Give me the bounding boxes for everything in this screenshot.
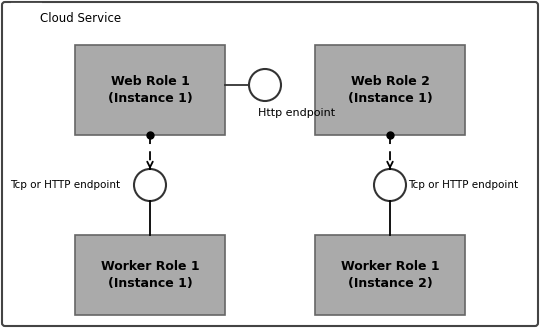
Text: Worker Role 1
(Instance 1): Worker Role 1 (Instance 1) <box>101 260 199 290</box>
Circle shape <box>134 169 166 201</box>
Bar <box>75 45 225 135</box>
Text: Web Role 2
(Instance 1): Web Role 2 (Instance 1) <box>348 75 432 105</box>
Bar <box>315 45 465 135</box>
Text: Cloud Service: Cloud Service <box>40 12 121 25</box>
FancyBboxPatch shape <box>2 2 538 326</box>
Text: Web Role 1
(Instance 1): Web Role 1 (Instance 1) <box>107 75 192 105</box>
Bar <box>75 235 225 315</box>
Text: Tcp or HTTP endpoint: Tcp or HTTP endpoint <box>408 180 518 190</box>
Text: Worker Role 1
(Instance 2): Worker Role 1 (Instance 2) <box>341 260 439 290</box>
Circle shape <box>249 69 281 101</box>
Text: Http endpoint: Http endpoint <box>258 108 335 118</box>
Circle shape <box>374 169 406 201</box>
Bar <box>315 235 465 315</box>
Text: Tcp or HTTP endpoint: Tcp or HTTP endpoint <box>10 180 120 190</box>
